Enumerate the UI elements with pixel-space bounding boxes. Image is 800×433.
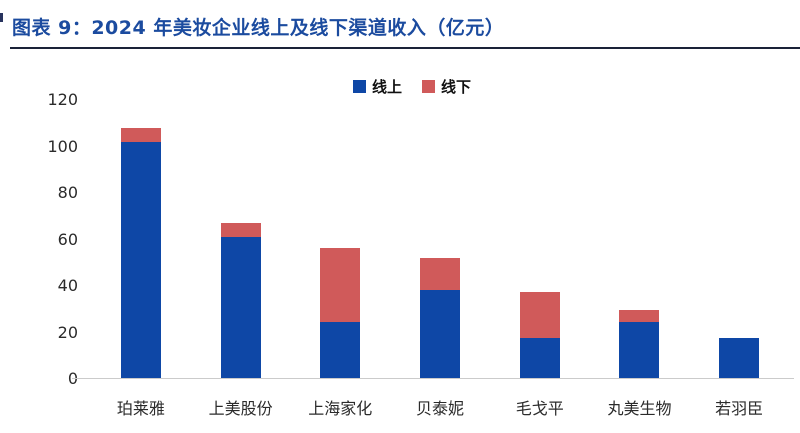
bar-stack xyxy=(719,338,760,379)
category-label: 贝泰妮 xyxy=(416,399,465,418)
bar-group: 贝泰妮 xyxy=(390,100,490,418)
bar-segment-online xyxy=(220,237,261,379)
bar-group: 上海家化 xyxy=(290,100,390,418)
bar-segment-offline xyxy=(619,310,660,323)
legend-swatch-offline-icon xyxy=(422,80,435,93)
plot-columns: 珀莱雅 上美股份 上海家化 贝泰妮 毛戈平 丸美生物 若羽臣 xyxy=(91,100,789,418)
y-axis: 0 20 40 60 80 100 120 xyxy=(0,92,78,387)
bar-segment-online xyxy=(120,141,161,379)
y-tick-label: 60 xyxy=(57,229,78,249)
bar-segment-online xyxy=(719,338,760,379)
chart-title: 图表 9：2024 年美妆企业线上及线下渠道收入（亿元） xyxy=(12,17,505,39)
legend-swatch-online-icon xyxy=(352,80,366,93)
y-tick-label: 120 xyxy=(47,90,78,109)
category-label: 丸美生物 xyxy=(607,399,672,418)
plot-area: 0 20 40 60 80 100 120 珀莱雅 上美股份 上海家化 贝泰妮 毛戈平 丸美生物 若羽臣 xyxy=(0,92,800,418)
bar-segment-offline xyxy=(519,291,560,339)
page-edge-artifact xyxy=(0,13,3,22)
legend-item-offline: 线下 xyxy=(422,76,471,97)
bar-segment-online xyxy=(619,322,660,379)
y-tick-label: 0 xyxy=(68,371,78,387)
bar-stack xyxy=(120,127,161,379)
title-divider xyxy=(10,47,800,49)
chart-legend: 线上 线下 xyxy=(0,76,800,97)
y-tick-label: 80 xyxy=(57,183,78,202)
bar-segment-offline xyxy=(420,258,461,290)
y-tick-label: 100 xyxy=(47,136,78,156)
bar-stack xyxy=(619,310,660,379)
bar-group: 上美股份 xyxy=(191,100,291,418)
category-label: 上美股份 xyxy=(208,399,273,418)
y-tick-label: 20 xyxy=(57,322,78,342)
bar-group: 丸美生物 xyxy=(590,100,690,418)
bar-group: 若羽臣 xyxy=(689,100,789,418)
bar-stack xyxy=(220,223,261,379)
legend-label-offline: 线下 xyxy=(441,78,472,96)
bar-stack xyxy=(420,258,461,379)
category-label: 上海家化 xyxy=(308,399,373,418)
bar-stack xyxy=(519,291,560,379)
bar-group: 毛戈平 xyxy=(490,100,590,418)
y-tick-label: 40 xyxy=(57,276,78,295)
x-axis-line xyxy=(72,378,794,379)
bar-group: 珀莱雅 xyxy=(91,100,191,418)
bar-segment-offline xyxy=(320,247,361,323)
category-label: 珀莱雅 xyxy=(116,399,165,418)
bar-stack xyxy=(320,247,361,379)
legend-label-online: 线上 xyxy=(371,78,402,96)
legend-item-online: 线上 xyxy=(352,76,402,97)
bar-segment-online xyxy=(320,322,361,379)
bar-segment-online xyxy=(420,289,461,379)
bar-segment-offline xyxy=(120,127,161,142)
bar-segment-offline xyxy=(220,223,261,238)
category-label: 若羽臣 xyxy=(715,399,764,418)
bar-segment-online xyxy=(519,338,560,379)
category-label: 毛戈平 xyxy=(515,399,564,418)
